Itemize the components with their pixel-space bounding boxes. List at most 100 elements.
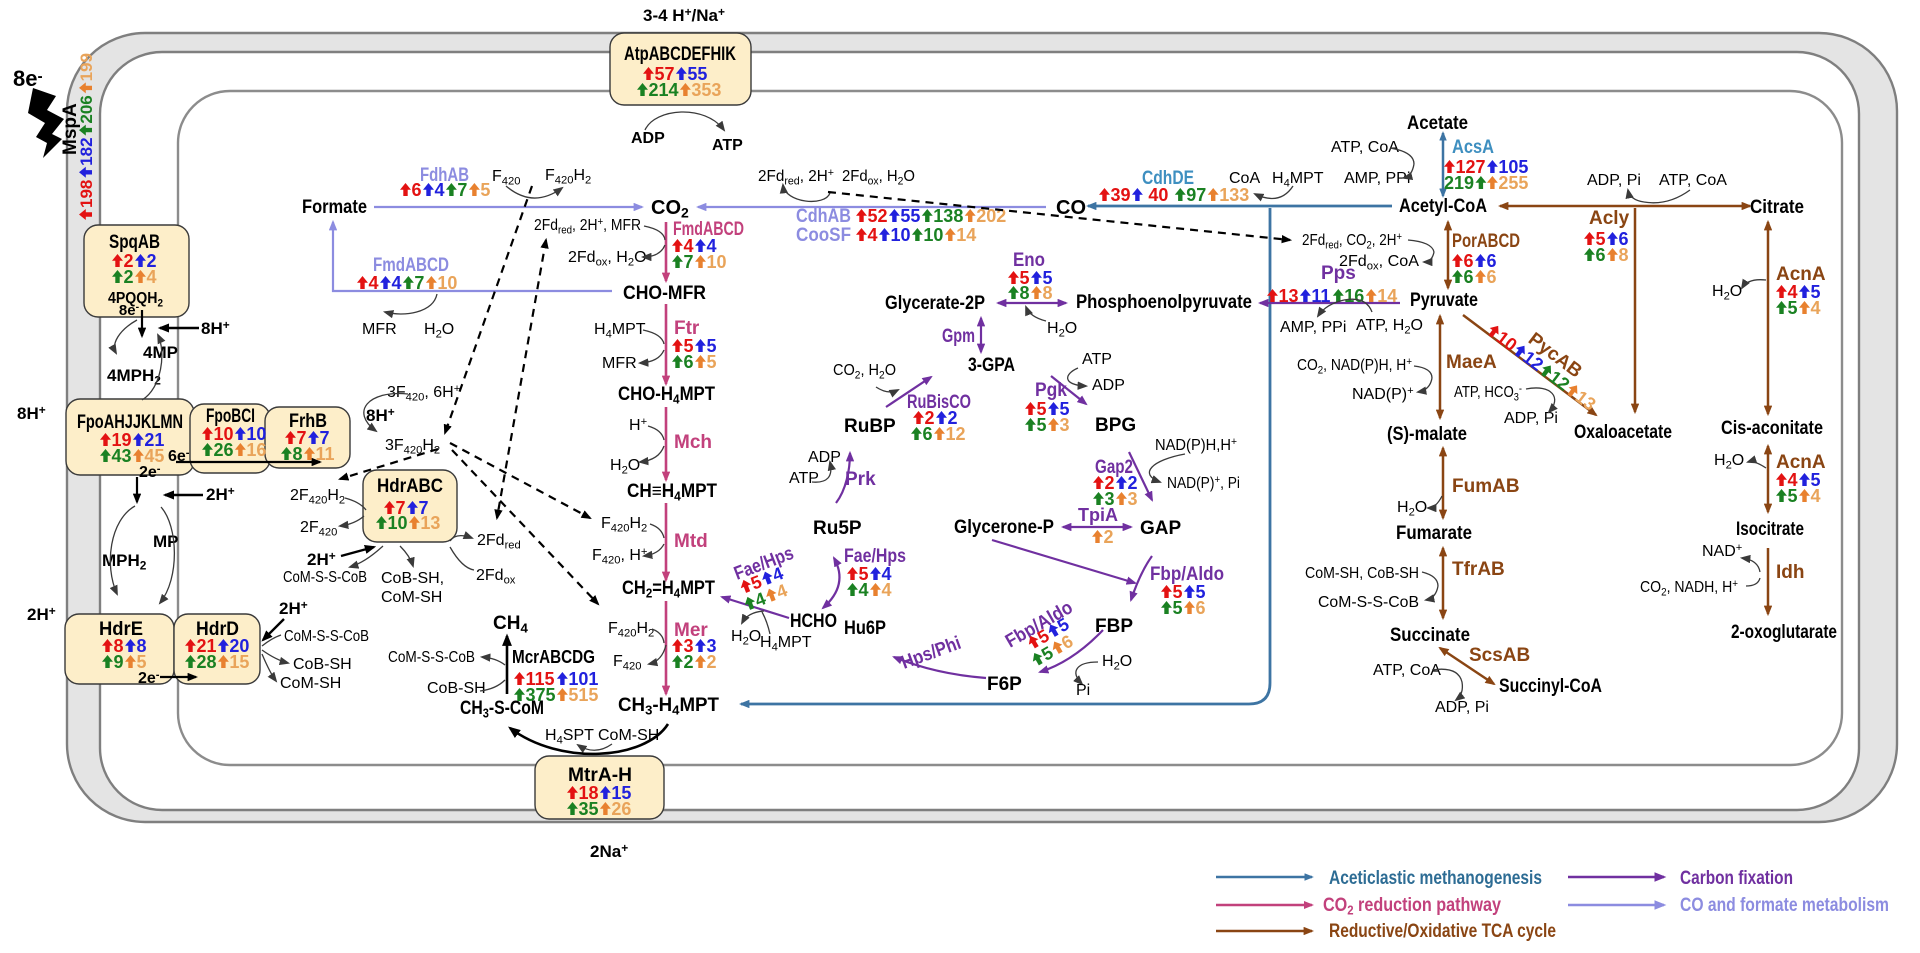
svg-text:Pps: Pps xyxy=(1321,263,1356,284)
svg-text:TfrAB: TfrAB xyxy=(1452,559,1505,580)
svg-text:CH3​-H4​MPT: CH3​-H4​MPT xyxy=(618,695,719,718)
svg-text:219: 219 xyxy=(1444,173,1474,193)
svg-text:RuBisCO: RuBisCO xyxy=(907,392,971,413)
svg-text:Fbp/Aldo: Fbp/Aldo xyxy=(1150,564,1224,585)
svg-text:Acly: Acly xyxy=(1589,208,1630,229)
svg-text:6: 6 xyxy=(923,424,933,444)
svg-text:5: 5 xyxy=(1037,415,1047,435)
svg-text:5: 5 xyxy=(1811,470,1821,490)
svg-text:15: 15 xyxy=(611,783,631,803)
svg-text:CO2​, NAD(P)H, H+​: CO2​, NAD(P)H, H+​ xyxy=(1297,356,1412,377)
svg-text:Mch: Mch xyxy=(674,432,712,453)
svg-text:7: 7 xyxy=(297,428,307,448)
svg-text:7: 7 xyxy=(457,180,467,200)
svg-text:MPH2​: MPH2​ xyxy=(102,551,147,573)
svg-text:H4​MPT: H4​MPT xyxy=(1272,170,1324,190)
svg-text:4: 4 xyxy=(435,180,445,200)
svg-text:FmdABCD: FmdABCD xyxy=(673,219,744,240)
svg-text:7: 7 xyxy=(414,273,424,293)
svg-text:MP: MP xyxy=(153,532,179,551)
svg-text:CO2​: CO2​ xyxy=(651,197,689,221)
svg-text:CoM-SH: CoM-SH xyxy=(280,675,341,692)
svg-text:Ftr: Ftr xyxy=(674,318,700,339)
svg-text:3F420​H2​: 3F420​H2​ xyxy=(385,437,440,457)
svg-text:NAD+​: NAD+​ xyxy=(1702,542,1742,560)
svg-text:Cis-aconitate: Cis-aconitate xyxy=(1721,418,1823,439)
svg-text:Gpm: Gpm xyxy=(942,326,975,347)
svg-text:SpqAB: SpqAB xyxy=(109,232,160,253)
svg-text:6: 6 xyxy=(1196,598,1206,618)
svg-text:198: 198 xyxy=(77,180,96,208)
svg-text:2: 2 xyxy=(1105,473,1115,493)
svg-text:CoA: CoA xyxy=(1229,170,1260,187)
svg-text:Fumarate: Fumarate xyxy=(1396,523,1472,544)
svg-text:2Na+​: 2Na+​ xyxy=(590,841,628,861)
svg-text:FpoBCI: FpoBCI xyxy=(206,406,255,427)
svg-text:CO2​, NADH, H+​: CO2​, NADH, H+​ xyxy=(1640,578,1738,599)
svg-text:Idh: Idh xyxy=(1776,562,1805,583)
svg-text:ATP, HCO3​-​: ATP, HCO3​-​ xyxy=(1454,383,1522,404)
svg-text:H4​MPT: H4​MPT xyxy=(760,634,812,654)
svg-text:MspA: MspA xyxy=(60,103,81,155)
svg-text:Eno: Eno xyxy=(1013,250,1045,271)
svg-text:CdhAB: CdhAB xyxy=(796,206,851,227)
svg-text:Pgk: Pgk xyxy=(1035,380,1067,401)
svg-text:13: 13 xyxy=(420,513,440,533)
svg-text:2Fdox​, CoA: 2Fdox​, CoA xyxy=(1339,253,1419,273)
svg-text:40: 40 xyxy=(1143,185,1168,205)
svg-text:CoB-SH,: CoB-SH, xyxy=(381,570,444,587)
svg-text:4: 4 xyxy=(1811,298,1821,318)
svg-text:HCHO: HCHO xyxy=(790,611,837,632)
svg-text:NAD(P)+​, Pi: NAD(P)+​, Pi xyxy=(1167,474,1240,492)
svg-text:182: 182 xyxy=(77,137,96,165)
svg-text:MtrA-H: MtrA-H xyxy=(568,765,632,786)
svg-text:12: 12 xyxy=(946,424,966,444)
svg-text:16: 16 xyxy=(246,440,266,460)
svg-text:HdrD: HdrD xyxy=(196,619,239,640)
svg-text:3: 3 xyxy=(1060,415,1070,435)
svg-text:H2​O: H2​O xyxy=(1397,499,1427,519)
svg-text:16: 16 xyxy=(1344,286,1364,306)
svg-text:515: 515 xyxy=(568,685,598,705)
svg-text:8: 8 xyxy=(1020,283,1030,303)
svg-text:Succinyl-CoA: Succinyl-CoA xyxy=(1499,676,1602,697)
svg-text:7: 7 xyxy=(320,428,330,448)
svg-text:CH2​=H4​MPT: CH2​=H4​MPT xyxy=(622,578,715,601)
svg-text:H2​O: H2​O xyxy=(1047,320,1077,340)
svg-text:2: 2 xyxy=(1104,527,1114,547)
svg-text:CO2​, H2​O: CO2​, H2​O xyxy=(833,362,896,382)
svg-text:4: 4 xyxy=(1788,282,1798,302)
svg-text:2F420​H2​: 2F420​H2​ xyxy=(290,487,345,507)
svg-text:F6P: F6P xyxy=(987,674,1022,695)
svg-text:9: 9 xyxy=(114,652,124,672)
svg-text:4: 4 xyxy=(1811,486,1821,506)
svg-text:5: 5 xyxy=(1173,598,1183,618)
svg-text:4: 4 xyxy=(859,580,869,600)
svg-text:Isocitrate: Isocitrate xyxy=(1736,519,1804,540)
svg-text:CoM-SH: CoM-SH xyxy=(598,727,659,744)
svg-text:GAP: GAP xyxy=(1140,518,1182,539)
svg-text:Glycerone-P: Glycerone-P xyxy=(954,517,1054,538)
svg-text:11: 11 xyxy=(316,444,335,464)
svg-text:15: 15 xyxy=(229,652,249,672)
svg-text:4: 4 xyxy=(392,273,402,293)
svg-text:Mtd: Mtd xyxy=(674,531,708,552)
svg-text:ADP, Pi: ADP, Pi xyxy=(1504,410,1558,427)
svg-text:2: 2 xyxy=(1128,473,1138,493)
svg-text:H2​O: H2​O xyxy=(1712,283,1742,303)
svg-text:2Fdred​, 2H+​: 2Fdred​, 2H+​ xyxy=(758,167,834,188)
svg-text:55: 55 xyxy=(900,206,920,226)
svg-text:3-4 H+​/Na+​: 3-4 H+​/Na+​ xyxy=(643,5,725,25)
svg-text:5: 5 xyxy=(684,336,694,356)
svg-text:ATP: ATP xyxy=(1082,351,1112,368)
svg-text:Acetyl-CoA: Acetyl-CoA xyxy=(1399,196,1487,217)
svg-text:206: 206 xyxy=(77,95,96,123)
svg-text:ADP, Pi: ADP, Pi xyxy=(1435,699,1489,716)
svg-text:FrhB: FrhB xyxy=(289,411,327,432)
svg-text:Fae/Hps: Fae/Hps xyxy=(844,546,906,567)
svg-text:6e-​: 6e-​ xyxy=(168,447,190,465)
svg-text:ScsAB: ScsAB xyxy=(1469,645,1530,666)
svg-text:97: 97 xyxy=(1186,185,1206,205)
svg-text:8: 8 xyxy=(1619,245,1629,265)
svg-text:133: 133 xyxy=(1219,185,1249,205)
